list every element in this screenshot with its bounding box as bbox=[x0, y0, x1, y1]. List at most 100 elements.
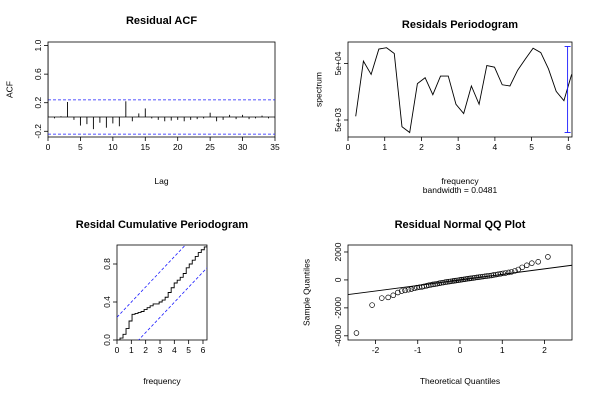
qq-point bbox=[390, 292, 396, 299]
qq-point bbox=[480, 273, 486, 280]
chart-title: Residals Periodogram bbox=[402, 19, 518, 31]
x-tick-label: 4 bbox=[172, 345, 177, 355]
x-tick-label: 1 bbox=[500, 345, 505, 355]
x-axis-label: Lag bbox=[154, 176, 168, 186]
chart-title: Residual ACF bbox=[126, 15, 197, 27]
cumulative-step-line bbox=[117, 245, 207, 340]
qq-point bbox=[505, 269, 512, 276]
qq-point bbox=[385, 294, 391, 301]
qq-point bbox=[495, 271, 501, 277]
plot-area bbox=[348, 236, 572, 336]
qq-point bbox=[430, 281, 436, 288]
bandwidth-note: bandwidth = 0.0481 bbox=[423, 185, 498, 195]
qq-point bbox=[432, 281, 438, 287]
qq-point bbox=[458, 276, 465, 283]
qq-point bbox=[561, 236, 566, 241]
x-tick-label: 25 bbox=[205, 142, 215, 152]
x-tick-label: 4 bbox=[493, 142, 498, 152]
x-tick-label: 20 bbox=[173, 142, 183, 152]
y-tick-label: 2000 bbox=[333, 242, 343, 261]
x-tick-label: 3 bbox=[158, 345, 163, 355]
x-tick-label: 2 bbox=[419, 142, 424, 152]
y-tick-label: 0.2 bbox=[33, 97, 43, 109]
x-tick-label: 1 bbox=[382, 142, 387, 152]
ks-band-line bbox=[117, 245, 186, 318]
qq-point bbox=[425, 282, 432, 288]
x-tick-label: 3 bbox=[456, 142, 461, 152]
plot-area bbox=[48, 45, 275, 135]
x-tick-label: 30 bbox=[238, 142, 248, 152]
plot-area bbox=[117, 245, 207, 340]
x-tick-label: 0 bbox=[458, 345, 463, 355]
qq-point bbox=[482, 273, 488, 280]
qq-point bbox=[353, 330, 360, 336]
ks-band-line bbox=[138, 267, 207, 340]
x-tick-label: 35 bbox=[270, 142, 280, 152]
qq-point bbox=[379, 295, 385, 301]
chart-title: Residual Normal QQ Plot bbox=[395, 219, 526, 231]
y-tick-label: 0.6 bbox=[33, 68, 43, 80]
y-tick-label: -2000 bbox=[333, 297, 343, 319]
chart-title: Residal Cumulative Periodogram bbox=[76, 219, 249, 231]
qq-point bbox=[369, 302, 375, 308]
x-tick-label: 2 bbox=[542, 345, 547, 355]
qq-point bbox=[423, 283, 430, 289]
qq-point bbox=[474, 274, 480, 281]
y-tick-label: 5e+03 bbox=[333, 108, 343, 132]
x-axis-label: frequency bbox=[441, 176, 479, 186]
x-tick-label: 5 bbox=[186, 345, 191, 355]
x-tick-label: 5 bbox=[529, 142, 534, 152]
qq-point bbox=[440, 279, 446, 286]
plot-frame bbox=[116, 244, 208, 341]
qq-point bbox=[484, 273, 490, 279]
x-axis-label: frequency bbox=[143, 376, 181, 386]
spectrum-line bbox=[355, 47, 572, 134]
x-tick-label: -2 bbox=[372, 345, 380, 355]
y-tick-label: 0.0 bbox=[102, 334, 112, 346]
qq-point bbox=[472, 274, 478, 281]
x-tick-label: 0 bbox=[46, 142, 51, 152]
qq-point bbox=[398, 288, 405, 294]
qq-point bbox=[402, 287, 408, 294]
qq-point bbox=[428, 282, 434, 288]
qq-point bbox=[438, 280, 444, 286]
x-tick-label: 15 bbox=[141, 142, 151, 152]
qq-point bbox=[434, 280, 440, 287]
qq-point bbox=[453, 277, 459, 284]
x-tick-label: 0 bbox=[115, 345, 120, 355]
qq-point bbox=[486, 272, 492, 279]
plot-frame bbox=[347, 41, 573, 138]
x-axis-label: Theoretical Quantiles bbox=[420, 376, 500, 386]
y-tick-label: 1.0 bbox=[33, 39, 43, 51]
qq-point bbox=[411, 285, 418, 292]
qq-point bbox=[497, 271, 504, 277]
plot-area bbox=[355, 46, 572, 134]
y-axis-label: ACF bbox=[4, 81, 14, 98]
qq-reference-line bbox=[348, 264, 572, 296]
qq-point bbox=[414, 284, 420, 291]
qq-point bbox=[502, 270, 509, 276]
x-tick-label: 0 bbox=[346, 142, 351, 152]
y-tick-label: -0.2 bbox=[33, 124, 43, 139]
y-tick-label: -4000 bbox=[333, 325, 343, 347]
qq-point bbox=[444, 279, 450, 285]
x-tick-label: 1 bbox=[129, 345, 134, 355]
x-tick-label: 5 bbox=[78, 142, 83, 152]
x-tick-label: 2 bbox=[143, 345, 148, 355]
qq-point bbox=[447, 278, 454, 285]
qq-point bbox=[512, 268, 518, 274]
qq-point bbox=[529, 260, 535, 266]
y-axis-label: Sample Quantiles bbox=[301, 259, 311, 326]
qq-point bbox=[524, 262, 530, 269]
y-tick-label: 5e+04 bbox=[333, 51, 343, 75]
y-tick-label: 0.4 bbox=[102, 296, 112, 308]
qq-point bbox=[464, 276, 470, 282]
y-tick-label: 0.8 bbox=[102, 258, 112, 270]
qq-point bbox=[468, 275, 474, 282]
x-tick-label: 10 bbox=[108, 142, 118, 152]
qq-point bbox=[408, 286, 415, 292]
qq-point bbox=[519, 264, 525, 271]
qq-point bbox=[535, 259, 541, 265]
y-tick-label: 0 bbox=[333, 277, 343, 282]
